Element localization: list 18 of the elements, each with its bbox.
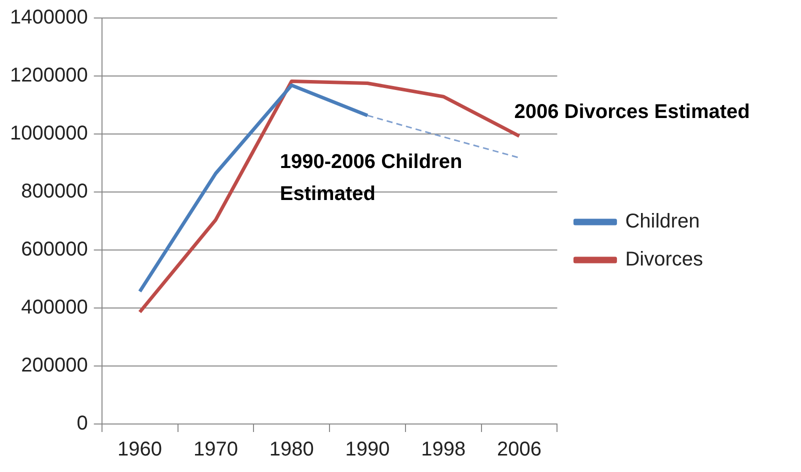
legend-label: Divorces	[625, 248, 704, 271]
y-tick-label: 600000	[21, 238, 88, 261]
x-tick-label: 2006	[497, 438, 542, 461]
y-tick-label: 1000000	[10, 122, 88, 145]
y-tick-label: 1400000	[10, 6, 88, 29]
x-tick-label: 1960	[118, 438, 162, 461]
y-tick-label: 0	[76, 412, 88, 435]
x-tick-label: 1990	[345, 438, 390, 461]
x-tick-label: 1980	[269, 438, 314, 461]
x-tick-label: 1998	[421, 438, 466, 461]
annotation: 2006 Divorces Estimated	[514, 101, 750, 123]
y-tick-label: 200000	[21, 354, 88, 377]
x-tick-label: 1970	[193, 438, 238, 461]
y-tick-label: 1200000	[10, 64, 88, 87]
legend-label: Children	[625, 210, 700, 233]
y-tick-label: 800000	[21, 180, 88, 203]
annotation: 1990-2006 Children Estimated	[280, 151, 462, 205]
y-tick-label: 400000	[21, 296, 88, 319]
